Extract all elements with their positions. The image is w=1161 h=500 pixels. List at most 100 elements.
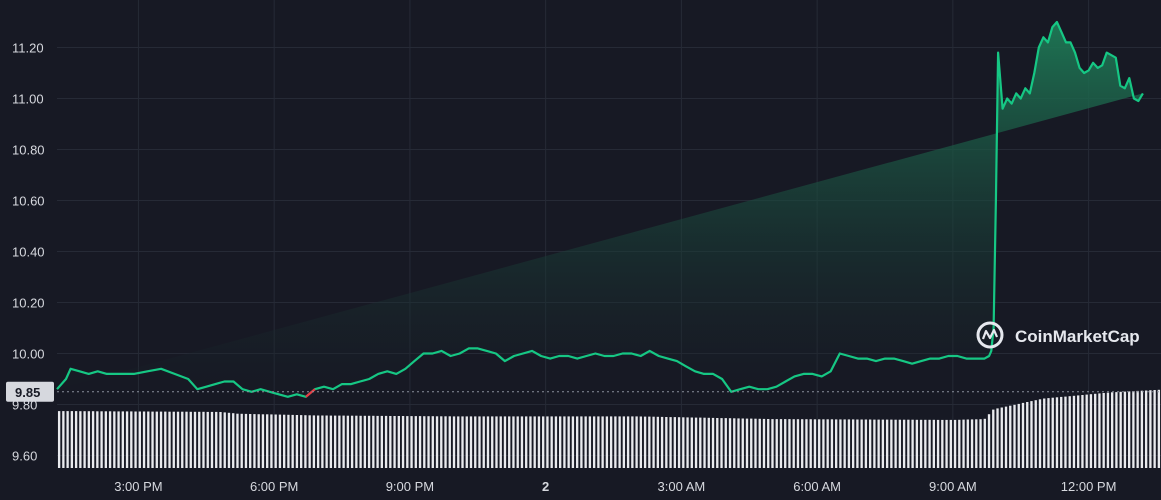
volume-bar [992,409,995,468]
volume-bar [660,416,664,468]
volume-bar [724,418,727,468]
volume-bar [142,411,146,468]
volume-bar [868,419,872,468]
price-area-fill [57,22,1143,397]
volume-bar [1038,399,1042,468]
volume-bar [699,417,702,468]
volume-bar [822,419,825,468]
reference-label-box [6,381,54,402]
x-tick-label: 6:00 AM [793,479,841,494]
volume-bar [249,414,252,468]
volume-bar [138,411,141,468]
volume-bar [970,419,974,468]
volume-bar [1106,392,1110,468]
volume-bar [70,411,74,468]
volume-bar [96,411,99,468]
volume-bar [665,417,668,468]
volume-bar [669,417,672,468]
volume-bar [728,418,732,468]
volume-bar [856,419,859,468]
volume-bar [147,411,150,468]
y-tick-label: 9.60 [12,449,37,464]
volume-bar [181,411,184,468]
volume-bar [372,415,375,468]
volume-bar [325,415,328,468]
volume-bar [949,419,952,468]
volume-bar [762,418,766,468]
volume-bar [851,419,855,468]
volume-bar [202,411,205,468]
volume-bar [219,412,222,468]
volume-bar [338,415,341,468]
volume-bar [554,416,558,468]
volume-bar [108,411,112,468]
volume-bar [57,411,61,468]
volume-bar [266,414,269,468]
volume-bar [847,419,851,468]
volume-bar [423,416,426,468]
volume-bar [830,419,834,468]
volume-bar [274,414,277,468]
volume-bar [465,416,468,468]
volume-bar [592,416,596,468]
volume-bar [478,416,481,468]
volume-bar [1072,395,1076,468]
volume-bar [486,416,490,468]
volume-bar [809,419,812,468]
volume-bar [881,419,885,468]
volume-bar [601,416,604,468]
volume-bar [91,411,95,468]
x-axis: 3:00 PM 6:00 PM 9:00 PM 2 3:00 AM 6:00 AM 9:00… [114,479,1116,494]
x-tick-label: 12:00 PM [1061,479,1117,494]
volume-bar [444,416,447,468]
volume-bar [529,416,532,468]
watermark: CoinMarketCap [976,321,1140,349]
volume-bar [1043,398,1046,468]
volume-bar [406,416,409,468]
volume-bar [975,419,978,468]
volume-bar [401,416,405,468]
volume-bar [588,416,592,468]
volume-bar [516,416,519,468]
volume-bar [597,416,600,468]
volume-bar [62,411,65,468]
volume-bar [694,417,698,468]
volume-bar [1000,407,1003,468]
volume-bar [253,414,256,468]
volume-bar [690,417,693,468]
volume-bar [919,419,923,468]
volume-bar [151,411,154,468]
price-area [57,22,1143,397]
volume-bar [707,417,710,468]
y-tick-label: 10.80 [12,143,45,158]
volume-bar [1068,396,1071,468]
volume-bar [720,418,723,468]
volume-bar [333,415,337,468]
volume-bar [750,418,753,468]
volume-bar [873,419,876,468]
volume-bar [648,416,651,468]
volume-bar [503,416,507,468]
volume-bar [384,415,388,468]
x-tick-label: 3:00 PM [114,479,162,494]
volume-bar [1026,402,1029,468]
y-axis: 11.2011.0010.8010.6010.4010.2010.009.809… [12,41,45,464]
volume-bar [244,413,248,468]
volume-bar [537,416,541,468]
volume-bar [805,419,808,468]
volume-bar [185,411,188,468]
volume-bar [363,415,367,468]
volume-bar [410,416,413,468]
volume-bar [652,416,655,468]
volume-bar [236,413,239,468]
volume-bar [1094,393,1097,468]
volume-bar [563,416,566,468]
volume-bar [329,415,333,468]
volume-bar [240,413,243,468]
volume-bar [130,411,133,468]
volume-bar [1085,394,1088,468]
volume-bar [295,415,299,468]
y-tick-label: 9.80 [12,398,37,413]
volume-bar [525,416,528,468]
volume-bar [206,411,209,468]
